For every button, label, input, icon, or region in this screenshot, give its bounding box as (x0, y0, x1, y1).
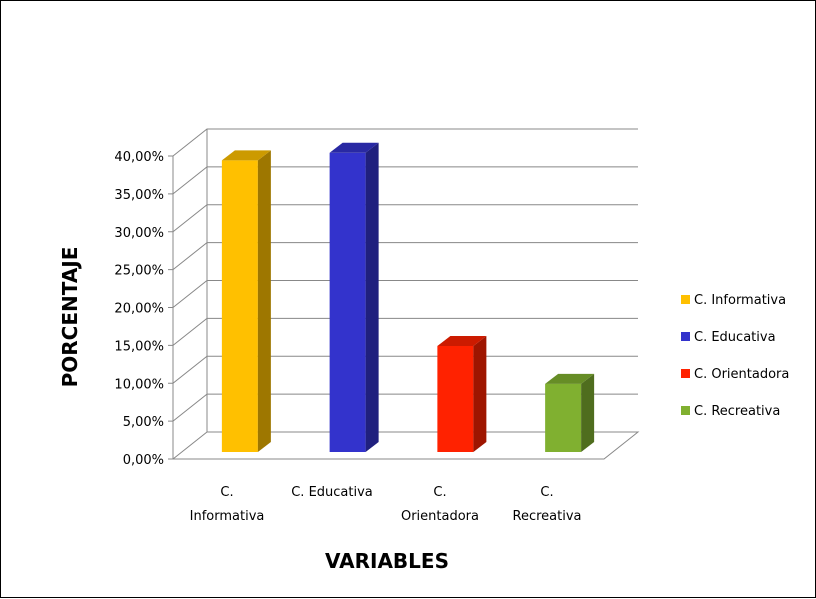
bar (221, 150, 271, 453)
gridline (172, 242, 638, 271)
bar (329, 142, 379, 452)
legend-label: C. Informativa (694, 293, 786, 308)
bar-top (437, 335, 487, 346)
legend: C. Informativa C. Educativa C. Orientadora… (681, 293, 789, 419)
legend-label: C. Educativa (694, 330, 776, 345)
gridline (172, 317, 638, 346)
y-tick-label: 15,00% (114, 339, 164, 354)
gridline (172, 393, 638, 422)
gridline (172, 128, 638, 157)
bar-side (365, 142, 379, 452)
gridline (172, 166, 638, 195)
bar-top (221, 150, 271, 161)
x-tick-label: C. Educativa (291, 485, 373, 500)
gridline (172, 355, 638, 384)
y-tick-label: 10,00% (114, 377, 164, 392)
y-tick-label: 25,00% (114, 264, 164, 279)
bar (437, 335, 487, 452)
y-tick-label: 0,00% (123, 453, 164, 468)
bar-front (329, 152, 366, 452)
y-axis-ticks: 0,00% 5,00% 10,00% 15,00% 20,00% 25,00% 30,00%… (114, 150, 164, 468)
y-tick-label: 30,00% (114, 226, 164, 241)
x-tick-label: C. Informativa (190, 485, 265, 524)
legend-swatch (681, 295, 690, 304)
bar (545, 373, 595, 452)
x-tick-label: C. Orientadora (401, 485, 479, 524)
y-tick-label: 35,00% (114, 188, 164, 203)
legend-label: C. Orientadora (694, 367, 789, 382)
legend-swatch (681, 369, 690, 378)
bar-front (221, 160, 258, 453)
bar-top (329, 142, 379, 153)
bar-front (545, 383, 582, 452)
y-axis-title: PORCENTAJE (58, 247, 82, 388)
bar-side (473, 335, 487, 452)
gridlines (168, 128, 638, 460)
gridline (172, 204, 638, 233)
gridline (172, 280, 638, 308)
y-tick-label: 40,00% (114, 150, 164, 165)
legend-label: C. Recreativa (694, 404, 780, 419)
legend-swatch (681, 332, 690, 341)
bars (221, 142, 595, 453)
x-axis-title: VARIABLES (325, 549, 449, 573)
y-tick-label: 5,00% (123, 415, 164, 430)
x-tick-label: C. Recreativa (513, 485, 582, 524)
bar-side (257, 150, 271, 453)
x-axis-ticks: C. Informativa C. Educativa C. Orientadora C.… (190, 485, 582, 524)
chart-floor (171, 431, 640, 460)
bar-front (437, 345, 474, 452)
bar-side (581, 373, 595, 452)
y-tick-label: 20,00% (114, 302, 164, 317)
bar-top (545, 373, 595, 384)
legend-swatch (681, 406, 690, 415)
